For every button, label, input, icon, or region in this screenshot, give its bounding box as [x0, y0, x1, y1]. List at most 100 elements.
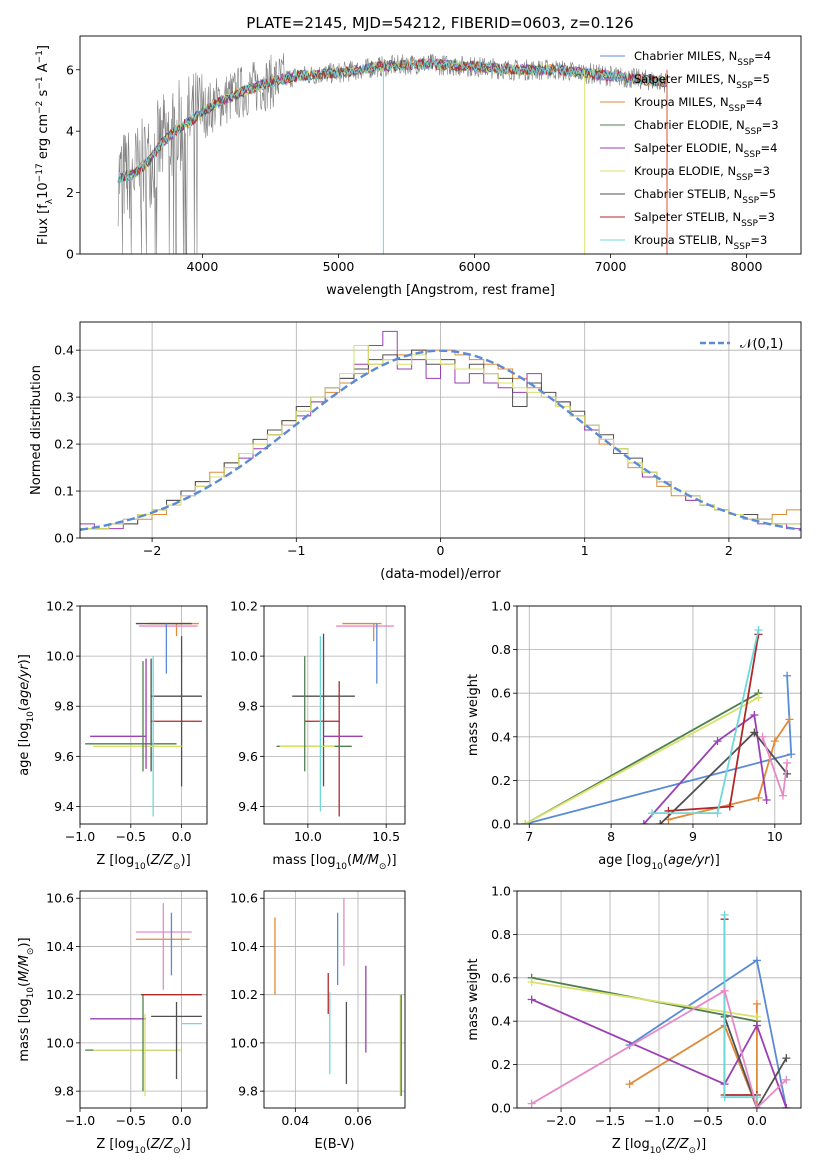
series-point [785, 715, 794, 724]
x-tick-label: 8 [607, 829, 615, 844]
series-point [782, 1075, 791, 1084]
y-tick-label: 0.0 [491, 1101, 511, 1116]
y-tick-label: 2 [66, 185, 74, 200]
y-tick-label: 10.2 [46, 987, 74, 1002]
y-tick-label: 0.6 [491, 686, 511, 701]
series-point [625, 1080, 634, 1089]
legend: Chabrier MILES, NSSP=4 Salpeter MILES, NS… [600, 49, 779, 252]
x-axis-label: E(B-V) [314, 1137, 354, 1152]
series-line [723, 1016, 788, 1108]
y-tick-label: 9.4 [238, 799, 258, 814]
series-point [758, 732, 767, 741]
y-tick-label: 0.2 [491, 773, 511, 788]
x-axis-label: Z [log10(Z/Z⊙)] [612, 1137, 706, 1156]
x-axis-label: Z [log10(Z/Z⊙)] [96, 853, 190, 872]
x-tick-label: −0.5 [693, 1113, 723, 1128]
y-tick-label: 0.8 [491, 642, 511, 657]
series-point [754, 793, 763, 802]
y-tick-label: 10.2 [230, 987, 258, 1002]
series-line [524, 696, 759, 824]
series-5 [656, 728, 792, 824]
series-point [713, 809, 722, 818]
series-point [783, 758, 792, 767]
axes-frame [263, 890, 406, 1109]
series-point [521, 820, 530, 824]
plot-area [117, 53, 668, 254]
legend-label-7: Salpeter STELIB, NSSP=3 [634, 210, 775, 229]
y-tick-label: 10.0 [230, 649, 258, 664]
series-line [668, 718, 791, 821]
model-spectrum-0 [117, 58, 667, 183]
series-point [778, 791, 787, 800]
x-tick-label: 5000 [323, 259, 355, 274]
figure-title: PLATE=2145, MJD=54212, FIBERID=0603, z=0… [246, 14, 633, 32]
model-spectrum-7 [117, 58, 667, 183]
x-tick-label: 0.0 [172, 829, 192, 844]
x-tick-label: 2 [725, 543, 733, 558]
y-tick-label: 0.4 [54, 343, 74, 358]
y-tick-label: 9.6 [54, 749, 74, 764]
spectrum-panel: 4000 5000 6000 7000 8000 0 2 4 6 wavelength [Angs… [35, 35, 802, 298]
x-tick-label: −1.0 [644, 1113, 674, 1128]
series-8 [527, 986, 791, 1108]
x-tick-label: −2 [143, 543, 161, 558]
y-tick-label: 10.0 [230, 1035, 258, 1050]
legend-label-2: Kroupa MILES, NSSP=4 [634, 95, 762, 114]
axes-frame [79, 35, 802, 255]
series-point [762, 796, 771, 805]
x-tick-label: 0 [437, 543, 445, 558]
legend-label-4: Salpeter ELODIE, NSSP=4 [634, 141, 777, 160]
y-tick-label: 6 [66, 62, 74, 77]
x-tick-label: 9 [689, 829, 697, 844]
x-tick-label: −0.5 [116, 829, 146, 844]
x-tick-label: −1.0 [65, 829, 95, 844]
y-tick-label: 9.8 [238, 1084, 258, 1099]
x-axis-label: wavelength [Angstrom, rest frame] [326, 283, 555, 298]
x-tick-label: −1.0 [65, 1113, 95, 1128]
model-spectrum-1 [117, 57, 667, 183]
series-point [750, 728, 759, 737]
mass_vs_EBV-panel: 0.04 0.06 9.8 10.0 10.2 10.4 10.6 E(B-V) [230, 890, 406, 1152]
axes-frame [516, 890, 802, 1109]
x-tick-label: 10.0 [294, 829, 322, 844]
errorbar-4 [151, 636, 202, 787]
legend-label-1: Salpeter MILES, NSSP=5 [634, 72, 770, 91]
y-tick-label: 0.8 [491, 927, 511, 942]
series-point [752, 1104, 761, 1108]
axes-frame [79, 890, 208, 1109]
series-point [639, 820, 648, 824]
series-point [648, 809, 657, 818]
series-point [750, 711, 759, 719]
y-tick-label: 0.2 [491, 1057, 511, 1072]
series-point [783, 769, 792, 778]
y-tick-label: 10.2 [46, 599, 74, 614]
x-tick-label: −1 [287, 543, 305, 558]
y-tick-label: 10.6 [46, 891, 74, 906]
series-point [754, 625, 763, 634]
series-point [720, 1093, 729, 1102]
x-axis-label: (data-model)/error [380, 567, 501, 582]
legend-label-8: Kroupa STELIB, NSSP=3 [634, 233, 767, 252]
series-line [531, 981, 758, 1018]
y-tick-label: 1.0 [491, 884, 511, 899]
series-point [527, 1099, 536, 1108]
y-tick-label: 10.0 [46, 1035, 74, 1050]
series-8 [758, 732, 792, 800]
x-tick-label: −2.0 [546, 1113, 576, 1128]
y-tick-label: 10.6 [230, 891, 258, 906]
series-line [531, 998, 788, 1108]
y-tick-label: 9.8 [54, 1084, 74, 1099]
residual_hist-panel: −2 −1 0 1 2 0.0 0.1 0.2 0.3 0.4 (data-model)/error… [29, 321, 802, 582]
y-tick-label: 10.2 [230, 599, 258, 614]
series-point [782, 1054, 791, 1063]
x-tick-label: 8000 [731, 259, 763, 274]
plot-area [521, 625, 796, 824]
plot-area [527, 910, 791, 1108]
y-tick-label: 0.0 [54, 531, 74, 546]
y-tick-label: 0.6 [491, 970, 511, 985]
histogram-0 [80, 349, 801, 530]
series-line [531, 989, 787, 1108]
x-axis-label: mass [log10(M/M⊙)] [272, 853, 396, 872]
legend-label: 𝒩(0,1) [740, 337, 783, 352]
y-tick-label: 0.1 [54, 484, 74, 499]
